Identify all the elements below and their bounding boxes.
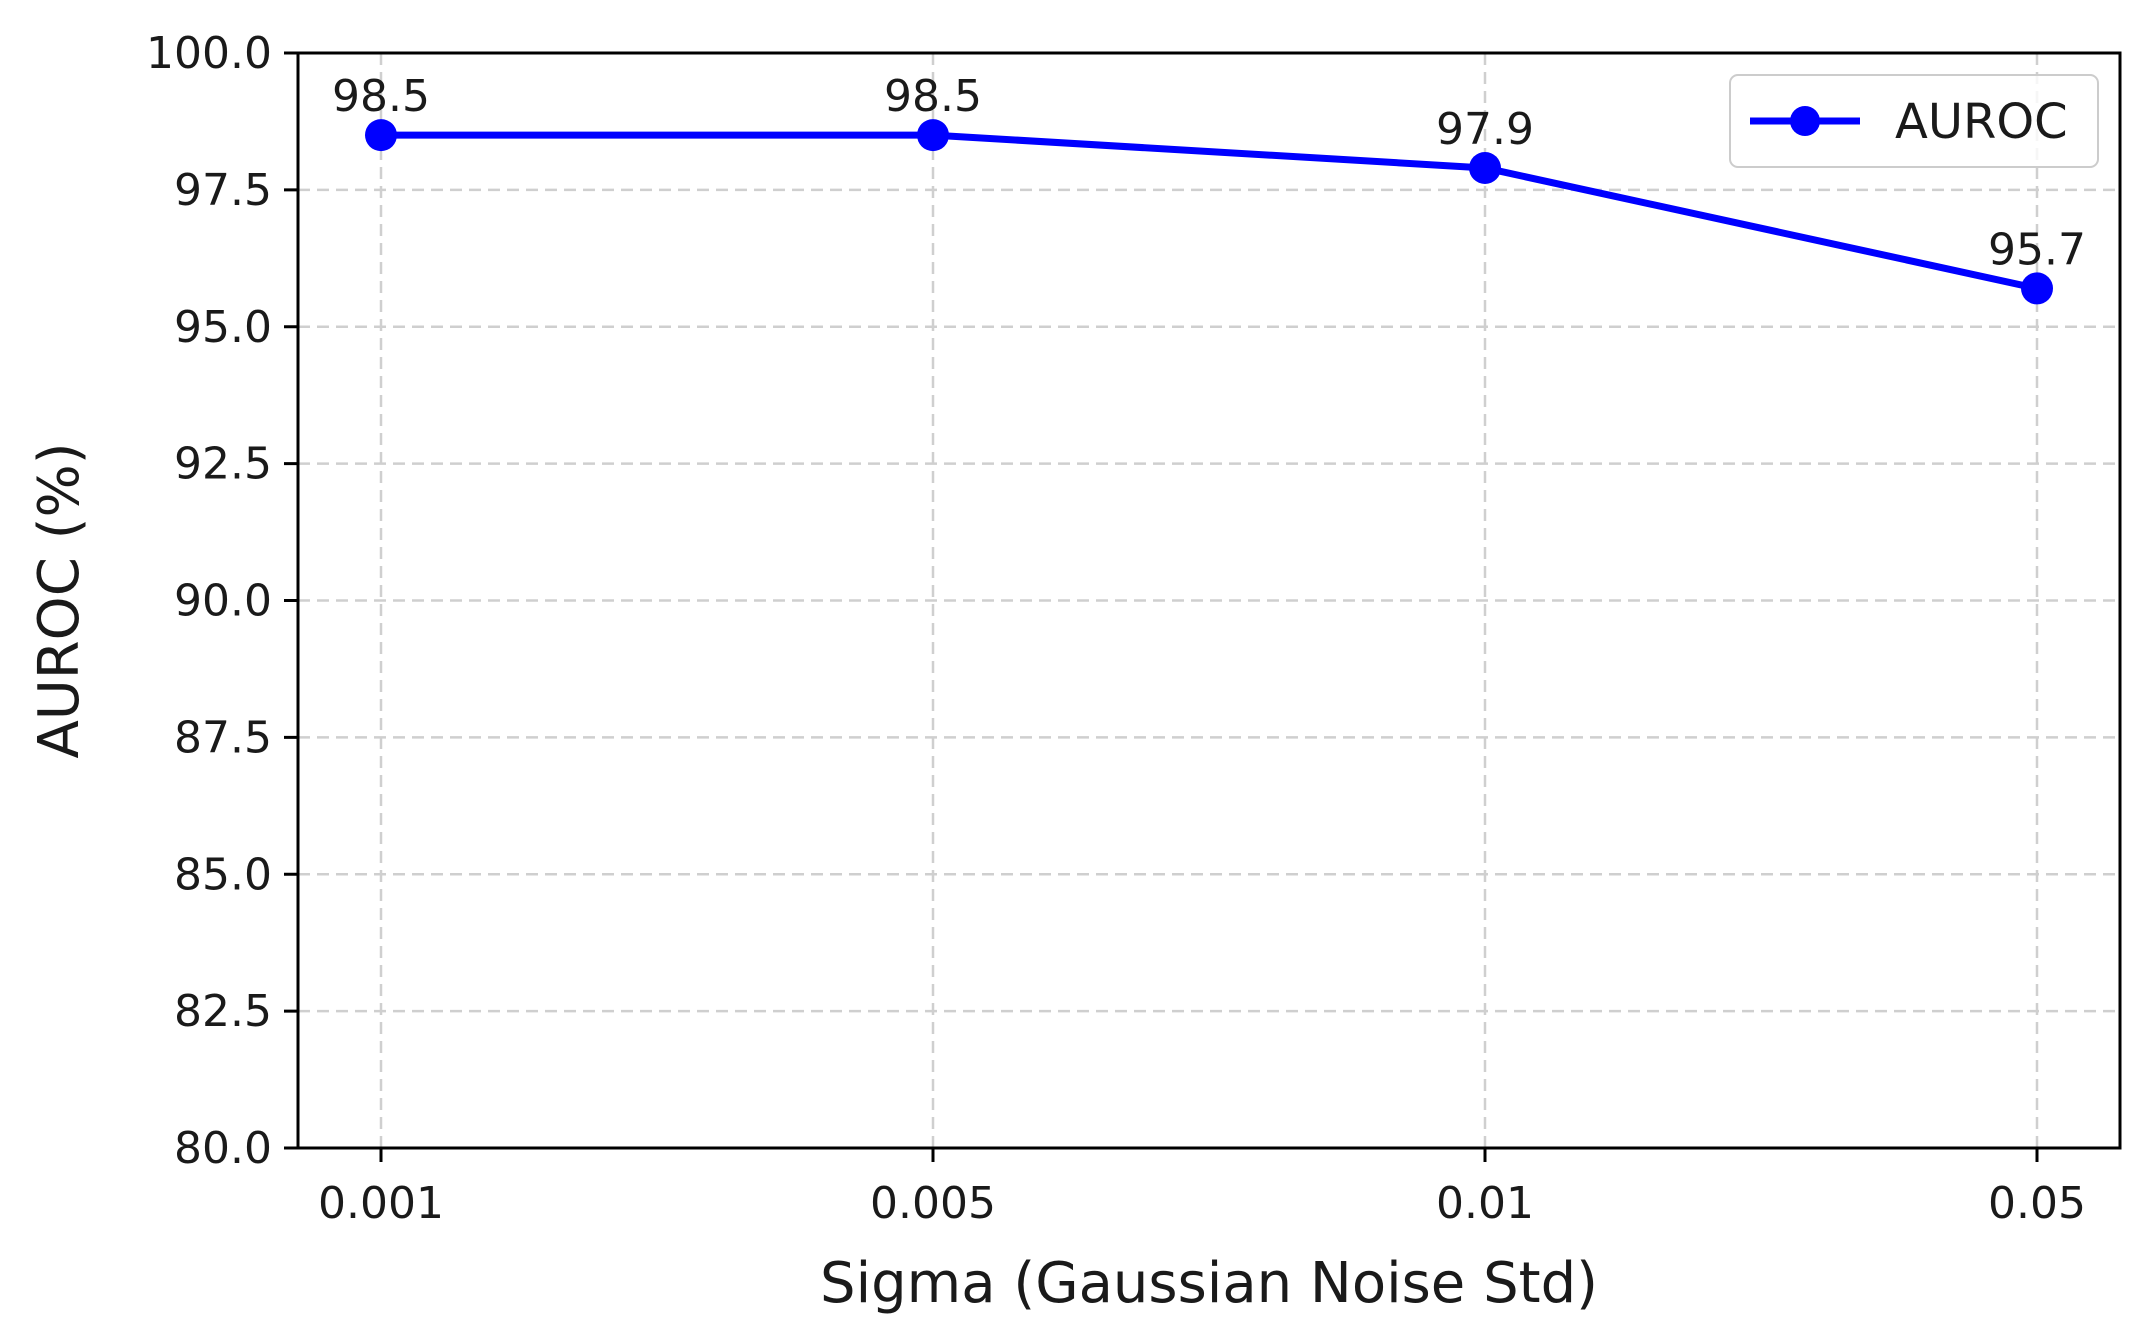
- y-tick-label: 92.5: [174, 439, 272, 490]
- y-axis-title: AUROC (%): [27, 442, 92, 758]
- y-tick-label: 100.0: [146, 28, 272, 79]
- legend: AUROC: [1729, 74, 2099, 168]
- data-point-label: 97.9: [1436, 104, 1534, 155]
- y-tick-label: 97.5: [174, 165, 272, 216]
- x-tick-label: 0.005: [870, 1178, 996, 1229]
- data-point-marker: [2021, 272, 2053, 305]
- legend-box: [1729, 74, 2099, 168]
- legend-label: AUROC: [1895, 94, 2068, 150]
- data-point-label: 95.7: [1988, 224, 2086, 275]
- x-axis-title: Sigma (Gaussian Noise Std): [820, 1251, 1598, 1316]
- legend-marker-swatch: [1790, 106, 1820, 136]
- grid: [298, 51, 2120, 1150]
- data-point-marker: [365, 119, 397, 152]
- y-tick-label: 95.0: [174, 302, 272, 353]
- y-tick-label: 90.0: [174, 576, 272, 627]
- axes: AUROC (%) Sigma (Gaussian Noise Std) 80.…: [27, 28, 2122, 1316]
- y-tick-label: 82.5: [174, 986, 272, 1037]
- x-tick-label: 0.05: [1988, 1178, 2086, 1229]
- y-tick-label: 87.5: [174, 712, 272, 763]
- series-line-auroc: [377, 131, 2041, 292]
- data-point-label: 98.5: [884, 71, 982, 122]
- x-tick-label: 0.001: [318, 1178, 444, 1229]
- y-tick-label: 85.0: [174, 849, 272, 900]
- y-tick-label: 80.0: [174, 1123, 272, 1174]
- series-layer: 98.5 98.5 97.9 95.7: [332, 71, 2086, 305]
- data-point-marker: [917, 119, 949, 152]
- data-point-marker: [1469, 151, 1501, 184]
- x-tick-label: 0.01: [1436, 1178, 1534, 1229]
- data-point-label: 98.5: [332, 71, 430, 122]
